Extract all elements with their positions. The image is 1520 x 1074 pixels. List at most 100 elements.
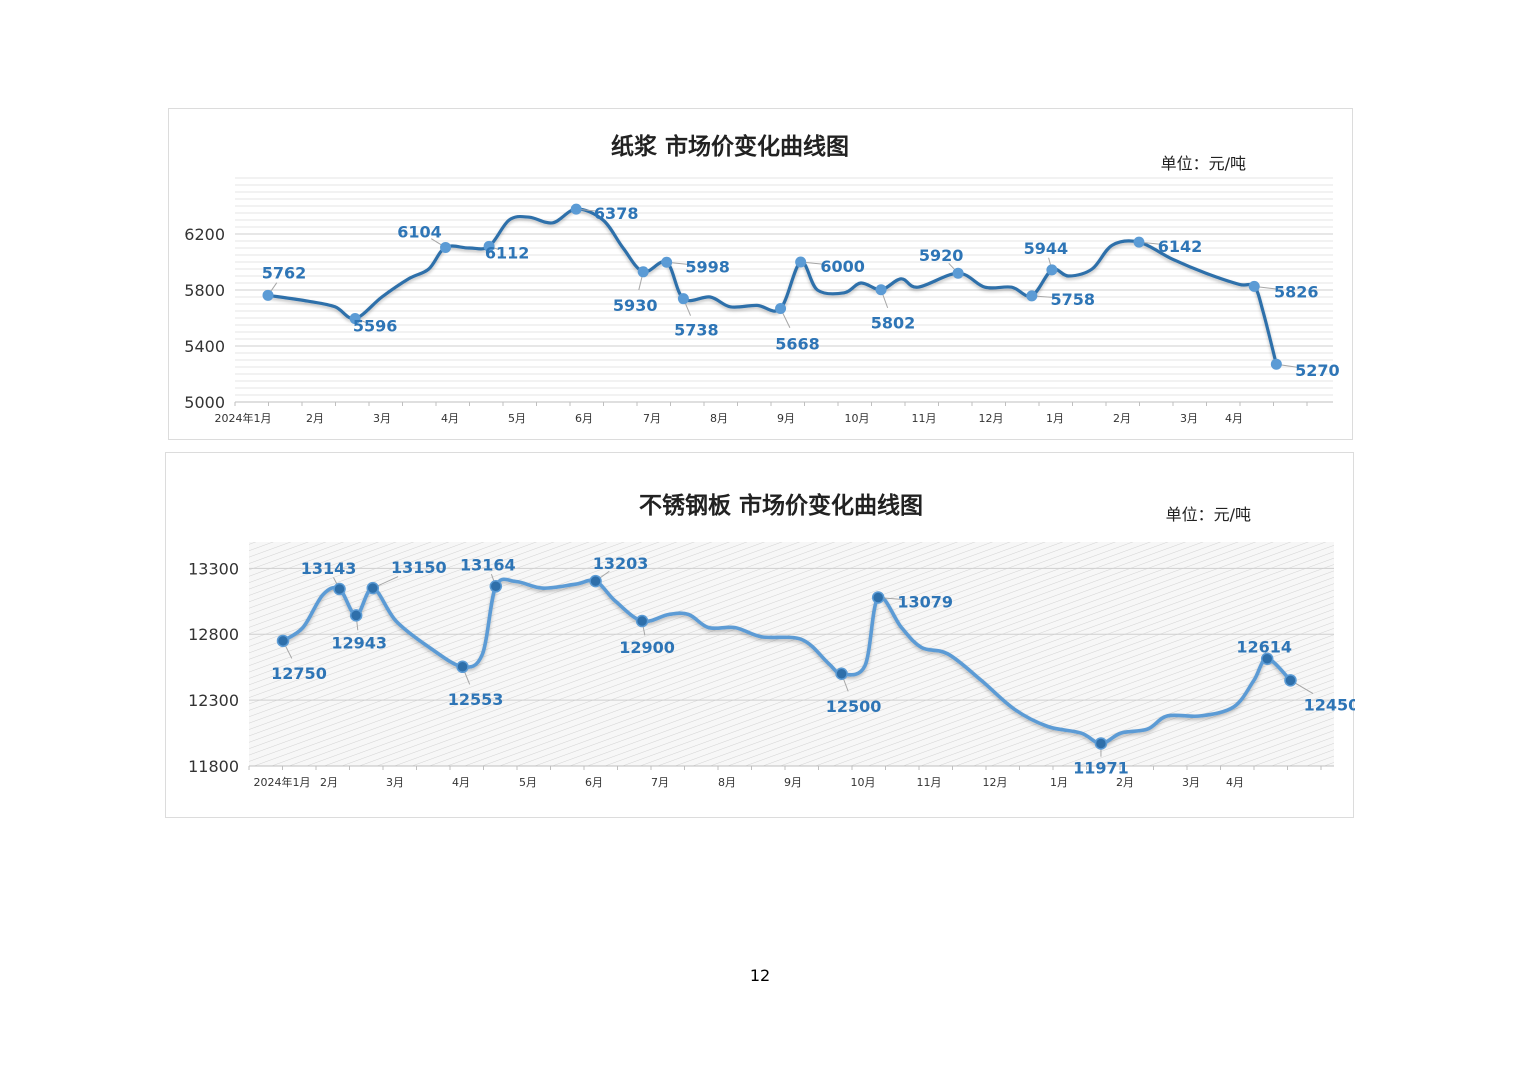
data-point-marker	[333, 582, 346, 596]
x-tick-label: 1月	[1046, 412, 1064, 425]
data-point-marker	[1133, 236, 1145, 248]
data-label: 13164	[460, 555, 516, 574]
plot-area: 11800 12300 12800 13300 2024年1月 2月 3月 4月 5月 6月 7月 8…	[188, 542, 1355, 789]
data-label: 12553	[448, 690, 504, 709]
data-point-marker	[775, 302, 787, 314]
data-point-marker	[366, 581, 380, 595]
data-label: 12900	[619, 638, 675, 657]
data-label: 6112	[485, 243, 530, 262]
data-point-marker	[1248, 280, 1260, 292]
x-tick-label: 8月	[710, 412, 728, 425]
data-label: 6104	[397, 222, 442, 241]
data-point-marker	[589, 574, 602, 588]
page-number: 12	[749, 966, 771, 985]
x-tick-label: 4月	[452, 776, 470, 789]
data-point-marker	[661, 256, 673, 268]
data-point-marker	[635, 614, 649, 628]
x-tick-label: 7月	[643, 412, 661, 425]
data-label: 5668	[775, 334, 820, 353]
data-point-marker	[1260, 652, 1274, 665]
x-tick-label: 3月	[386, 776, 404, 789]
data-point-marker	[1270, 358, 1282, 370]
data-label: 12750	[271, 664, 327, 683]
data-point-marker	[349, 313, 361, 325]
data-point-marker	[835, 667, 848, 681]
data-label: 5762	[262, 263, 307, 282]
x-tick-label: 9月	[777, 412, 795, 425]
data-label: 5596	[353, 317, 398, 336]
x-tick-label: 8月	[718, 776, 736, 789]
data-point-marker	[276, 634, 290, 648]
x-tick-label: 6月	[575, 412, 593, 425]
data-point-marker	[1026, 290, 1038, 302]
x-tick-label: 11月	[917, 776, 942, 789]
series-line	[281, 577, 1293, 746]
data-point-marker	[795, 256, 807, 268]
x-tick-label: 10月	[851, 776, 876, 789]
data-point-marker	[570, 203, 582, 215]
data-label: 13143	[301, 559, 357, 578]
x-tick-label: 4月	[1225, 412, 1243, 425]
x-tick-label: 3月	[1180, 412, 1198, 425]
chart-title: 不锈钢板 市场价变化曲线图	[639, 492, 923, 519]
x-tick-label: 12月	[979, 412, 1004, 425]
pulp-price-chart-svg: 纸浆 市场价变化曲线图 单位：元/吨 5000 5400 5800 6200 2024年…	[184, 133, 1340, 425]
x-tick-label: 2月	[1113, 412, 1131, 425]
data-point-marker	[1094, 737, 1108, 750]
x-tick-label: 2024年1月	[215, 411, 272, 425]
data-label: 11971	[1073, 758, 1129, 777]
data-label: 12943	[331, 633, 387, 652]
data-point-marker	[440, 241, 452, 253]
x-tick-label: 1月	[1050, 776, 1068, 789]
data-label: 5944	[1024, 239, 1069, 258]
plot-area: 5000 5400 5800 6200 2024年1月 2月 3月 4月 5月 6月 7月 8月 9月 1…	[184, 177, 1340, 425]
data-label: 5930	[613, 296, 658, 315]
y-tick-label: 12800	[188, 625, 239, 644]
data-label: 5270	[1295, 361, 1340, 380]
data-label: 6142	[1158, 237, 1203, 256]
data-label: 5826	[1274, 282, 1319, 301]
data-label: 5802	[871, 314, 916, 333]
data-label: 13079	[897, 592, 953, 611]
y-tick-label: 12300	[188, 691, 239, 710]
y-tick-label: 5000	[184, 393, 225, 412]
stainless-steel-price-chart: 不锈钢板 市场价变化曲线图 单位：元/吨 11800 12300 12800 1330…	[165, 452, 1355, 818]
data-label: 12450	[1304, 695, 1355, 714]
data-label: 5998	[685, 257, 730, 276]
data-point-marker	[456, 660, 469, 674]
x-tick-label: 10月	[845, 412, 870, 425]
x-tick-label: 2月	[320, 776, 338, 789]
x-tick-label: 12月	[983, 776, 1008, 789]
data-point-marker	[483, 240, 495, 252]
x-tick-label: 5月	[519, 776, 537, 789]
y-tick-label: 13300	[188, 559, 239, 578]
data-label: 12500	[826, 697, 882, 716]
data-point-marker	[489, 580, 503, 593]
data-label: 12614	[1236, 638, 1292, 657]
plot-hatch	[249, 542, 1334, 766]
chart-unit-label: 单位：元/吨	[1166, 505, 1251, 524]
chart-title: 纸浆 市场价变化曲线图	[611, 133, 849, 160]
data-point-marker	[1284, 674, 1297, 687]
x-tick-label: 3月	[1182, 776, 1200, 789]
data-point-marker	[677, 293, 689, 305]
y-tick-label: 5800	[184, 281, 225, 300]
x-tick-label: 2月	[306, 412, 324, 425]
data-label: 5738	[674, 321, 719, 340]
data-point-marker	[952, 267, 964, 279]
y-tick-label: 6200	[184, 225, 225, 244]
x-tick-label: 7月	[651, 776, 669, 789]
data-label: 5920	[919, 246, 964, 265]
data-label: 13203	[593, 554, 649, 573]
data-label: 5758	[1051, 290, 1096, 309]
x-tick-label: 3月	[373, 412, 391, 425]
data-label: 6378	[594, 204, 639, 223]
stainless-steel-price-chart-svg: 不锈钢板 市场价变化曲线图 单位：元/吨 11800 12300 12800 1330…	[188, 492, 1355, 789]
x-tick-label: 11月	[912, 412, 937, 425]
chart-unit-label: 单位：元/吨	[1161, 154, 1246, 173]
x-tick-label: 2月	[1116, 776, 1134, 789]
x-tick-label: 4月	[441, 412, 459, 425]
x-tick-label: 2024年1月	[254, 775, 311, 789]
data-point-marker	[262, 289, 274, 301]
x-tick-label: 4月	[1226, 776, 1244, 789]
